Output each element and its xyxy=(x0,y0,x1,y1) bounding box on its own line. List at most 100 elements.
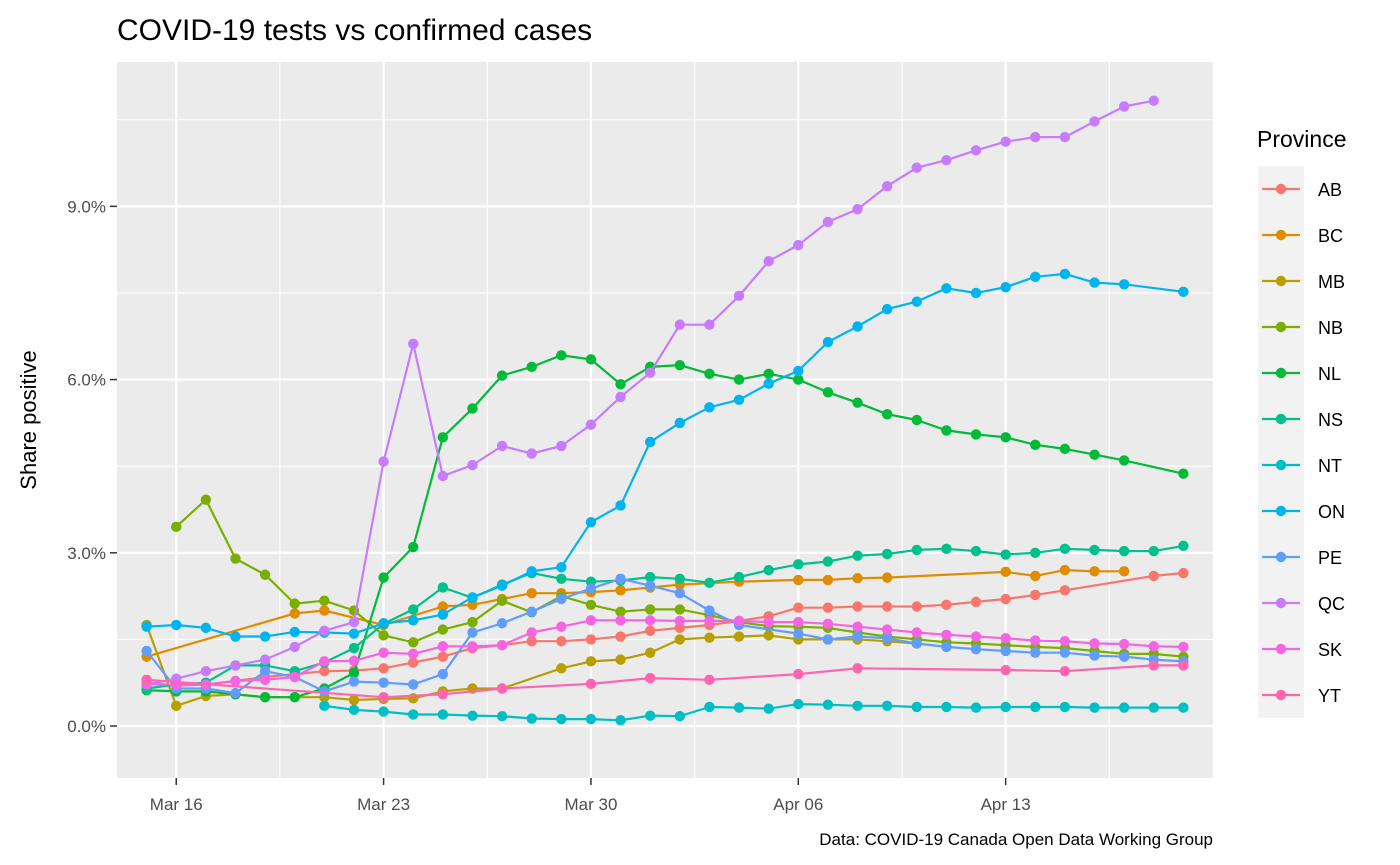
data-point-nl xyxy=(1178,468,1189,479)
data-point-mb xyxy=(674,634,686,645)
data-point-sk xyxy=(230,675,241,687)
data-point-on xyxy=(1000,281,1011,293)
data-point-qc xyxy=(970,145,982,156)
data-point-qc xyxy=(585,419,597,430)
data-point-ns xyxy=(941,543,952,554)
grid xyxy=(117,62,1213,778)
data-point-ns xyxy=(1178,540,1189,552)
data-point-qc xyxy=(526,448,537,459)
data-point-mb xyxy=(585,656,597,667)
data-point-pe xyxy=(970,644,982,655)
data-point-mb xyxy=(733,631,745,642)
data-point-on xyxy=(556,562,567,573)
data-point-nb xyxy=(171,521,182,533)
data-point-ab xyxy=(556,635,567,647)
data-point-pe xyxy=(615,573,626,584)
data-point-pe xyxy=(408,679,419,690)
data-point-nb xyxy=(319,595,330,606)
data-point-qc xyxy=(1030,131,1041,143)
data-point-nl xyxy=(733,374,745,385)
legend-key-point xyxy=(1275,367,1287,379)
data-point-pe xyxy=(526,606,537,617)
data-point-bc xyxy=(881,572,893,583)
y-axis-title: Share positive xyxy=(16,350,41,489)
data-point-nt xyxy=(822,699,834,710)
data-point-ab xyxy=(1059,585,1071,596)
legend-key-point xyxy=(1275,643,1287,655)
y-tick-label: 0.0% xyxy=(67,717,106,736)
x-tick-label: Apr 13 xyxy=(981,795,1031,814)
legend-label: NL xyxy=(1318,364,1341,384)
legend-item-nt: NT xyxy=(1262,456,1342,476)
data-point-ab xyxy=(852,601,863,612)
caption: Data: COVID-19 Canada Open Data Working … xyxy=(819,830,1213,849)
data-point-on xyxy=(200,622,212,634)
data-point-nl xyxy=(822,387,834,398)
series-layer xyxy=(141,95,1189,726)
data-point-on xyxy=(1030,271,1041,282)
legend-label: BC xyxy=(1318,226,1343,246)
data-point-sk xyxy=(319,656,330,667)
data-point-nl xyxy=(941,425,952,436)
data-point-nb xyxy=(200,494,212,505)
data-point-qc xyxy=(1089,116,1100,127)
data-point-on xyxy=(437,609,449,620)
legend-label: NT xyxy=(1318,456,1342,476)
legend-key-point xyxy=(1275,275,1287,287)
data-point-qc xyxy=(1148,95,1159,106)
data-point-yt xyxy=(644,672,656,684)
legend-key-point xyxy=(1275,689,1287,701)
data-point-nt xyxy=(585,713,597,725)
data-point-nl xyxy=(1118,455,1130,466)
data-point-on xyxy=(259,631,271,642)
data-point-pe xyxy=(704,605,715,616)
data-point-yt xyxy=(141,674,152,686)
data-point-ab xyxy=(1148,570,1159,582)
data-point-nl xyxy=(852,397,863,408)
data-point-on xyxy=(674,417,686,429)
data-point-nb xyxy=(230,553,241,564)
legend-label: AB xyxy=(1318,180,1342,200)
data-point-on xyxy=(822,336,834,348)
data-point-nt xyxy=(615,715,626,726)
data-point-nt xyxy=(556,713,567,725)
data-point-pe xyxy=(822,634,834,645)
legend-item-on: ON xyxy=(1262,502,1345,522)
data-point-mb xyxy=(348,694,360,706)
data-point-pe xyxy=(793,628,804,639)
data-point-nl xyxy=(289,691,300,703)
legend-key-point xyxy=(1275,229,1287,241)
legend-item-mb: MB xyxy=(1262,272,1345,292)
data-point-pe xyxy=(674,588,686,599)
data-point-qc xyxy=(1118,101,1130,112)
data-point-nl xyxy=(556,350,567,361)
data-point-on xyxy=(644,436,656,448)
data-point-sk xyxy=(378,647,389,658)
data-point-sk xyxy=(585,615,597,626)
data-point-nt xyxy=(674,711,686,722)
data-point-qc xyxy=(496,440,508,452)
data-point-pe xyxy=(1118,651,1130,662)
data-point-sk xyxy=(1089,638,1100,649)
legend-key-point xyxy=(1275,505,1287,517)
data-point-yt xyxy=(378,691,389,703)
data-point-yt xyxy=(1178,660,1189,671)
data-point-ab xyxy=(408,657,419,668)
data-point-mb xyxy=(704,632,715,643)
data-point-pe xyxy=(437,668,449,680)
legend-label: NS xyxy=(1318,410,1343,430)
data-point-nl xyxy=(378,572,389,583)
data-point-qc xyxy=(230,660,241,671)
data-point-nl xyxy=(674,359,686,371)
x-axis: Mar 16 Mar 23 Mar 30 Apr 06 Apr 13 xyxy=(150,778,1031,814)
data-point-nt xyxy=(378,706,389,717)
data-point-qc xyxy=(408,338,419,349)
legend-label: QC xyxy=(1318,594,1345,614)
data-point-nl xyxy=(1089,449,1100,460)
data-point-sk xyxy=(1000,633,1011,644)
data-point-nb xyxy=(585,599,597,610)
data-point-nl xyxy=(526,361,537,373)
data-point-ns xyxy=(852,550,863,561)
data-point-nt xyxy=(408,709,419,720)
data-point-nt xyxy=(1089,702,1100,713)
